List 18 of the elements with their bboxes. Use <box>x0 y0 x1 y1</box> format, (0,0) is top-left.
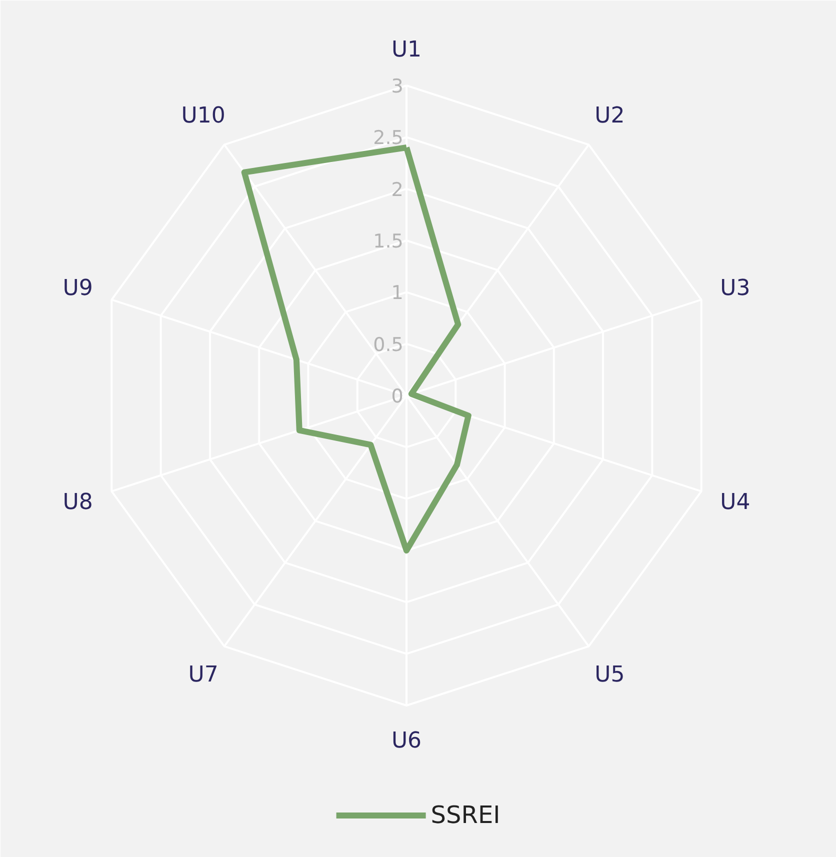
spoke-label: U2 <box>594 103 625 128</box>
spoke-label: U7 <box>188 662 218 688</box>
spoke-label: U4 <box>720 490 750 515</box>
y-tick-label: 0 <box>391 386 404 408</box>
y-tick-label: 1.5 <box>373 230 404 252</box>
y-tick-label: 1 <box>391 282 404 304</box>
y-tick-label: 2.5 <box>373 127 404 150</box>
spoke-label: U6 <box>391 728 422 754</box>
spoke-label: U8 <box>62 490 93 515</box>
y-tick-label: 3 <box>391 76 404 98</box>
y-tick-label: 0.5 <box>373 334 404 356</box>
legend-label: SSREI <box>430 801 500 829</box>
spoke-label: U9 <box>62 276 93 302</box>
spoke-label: U1 <box>391 37 422 62</box>
spoke-label: U10 <box>181 103 226 128</box>
y-tick-label: 2 <box>391 178 404 201</box>
spoke-label: U3 <box>720 276 750 302</box>
spoke-label: U5 <box>594 662 625 688</box>
